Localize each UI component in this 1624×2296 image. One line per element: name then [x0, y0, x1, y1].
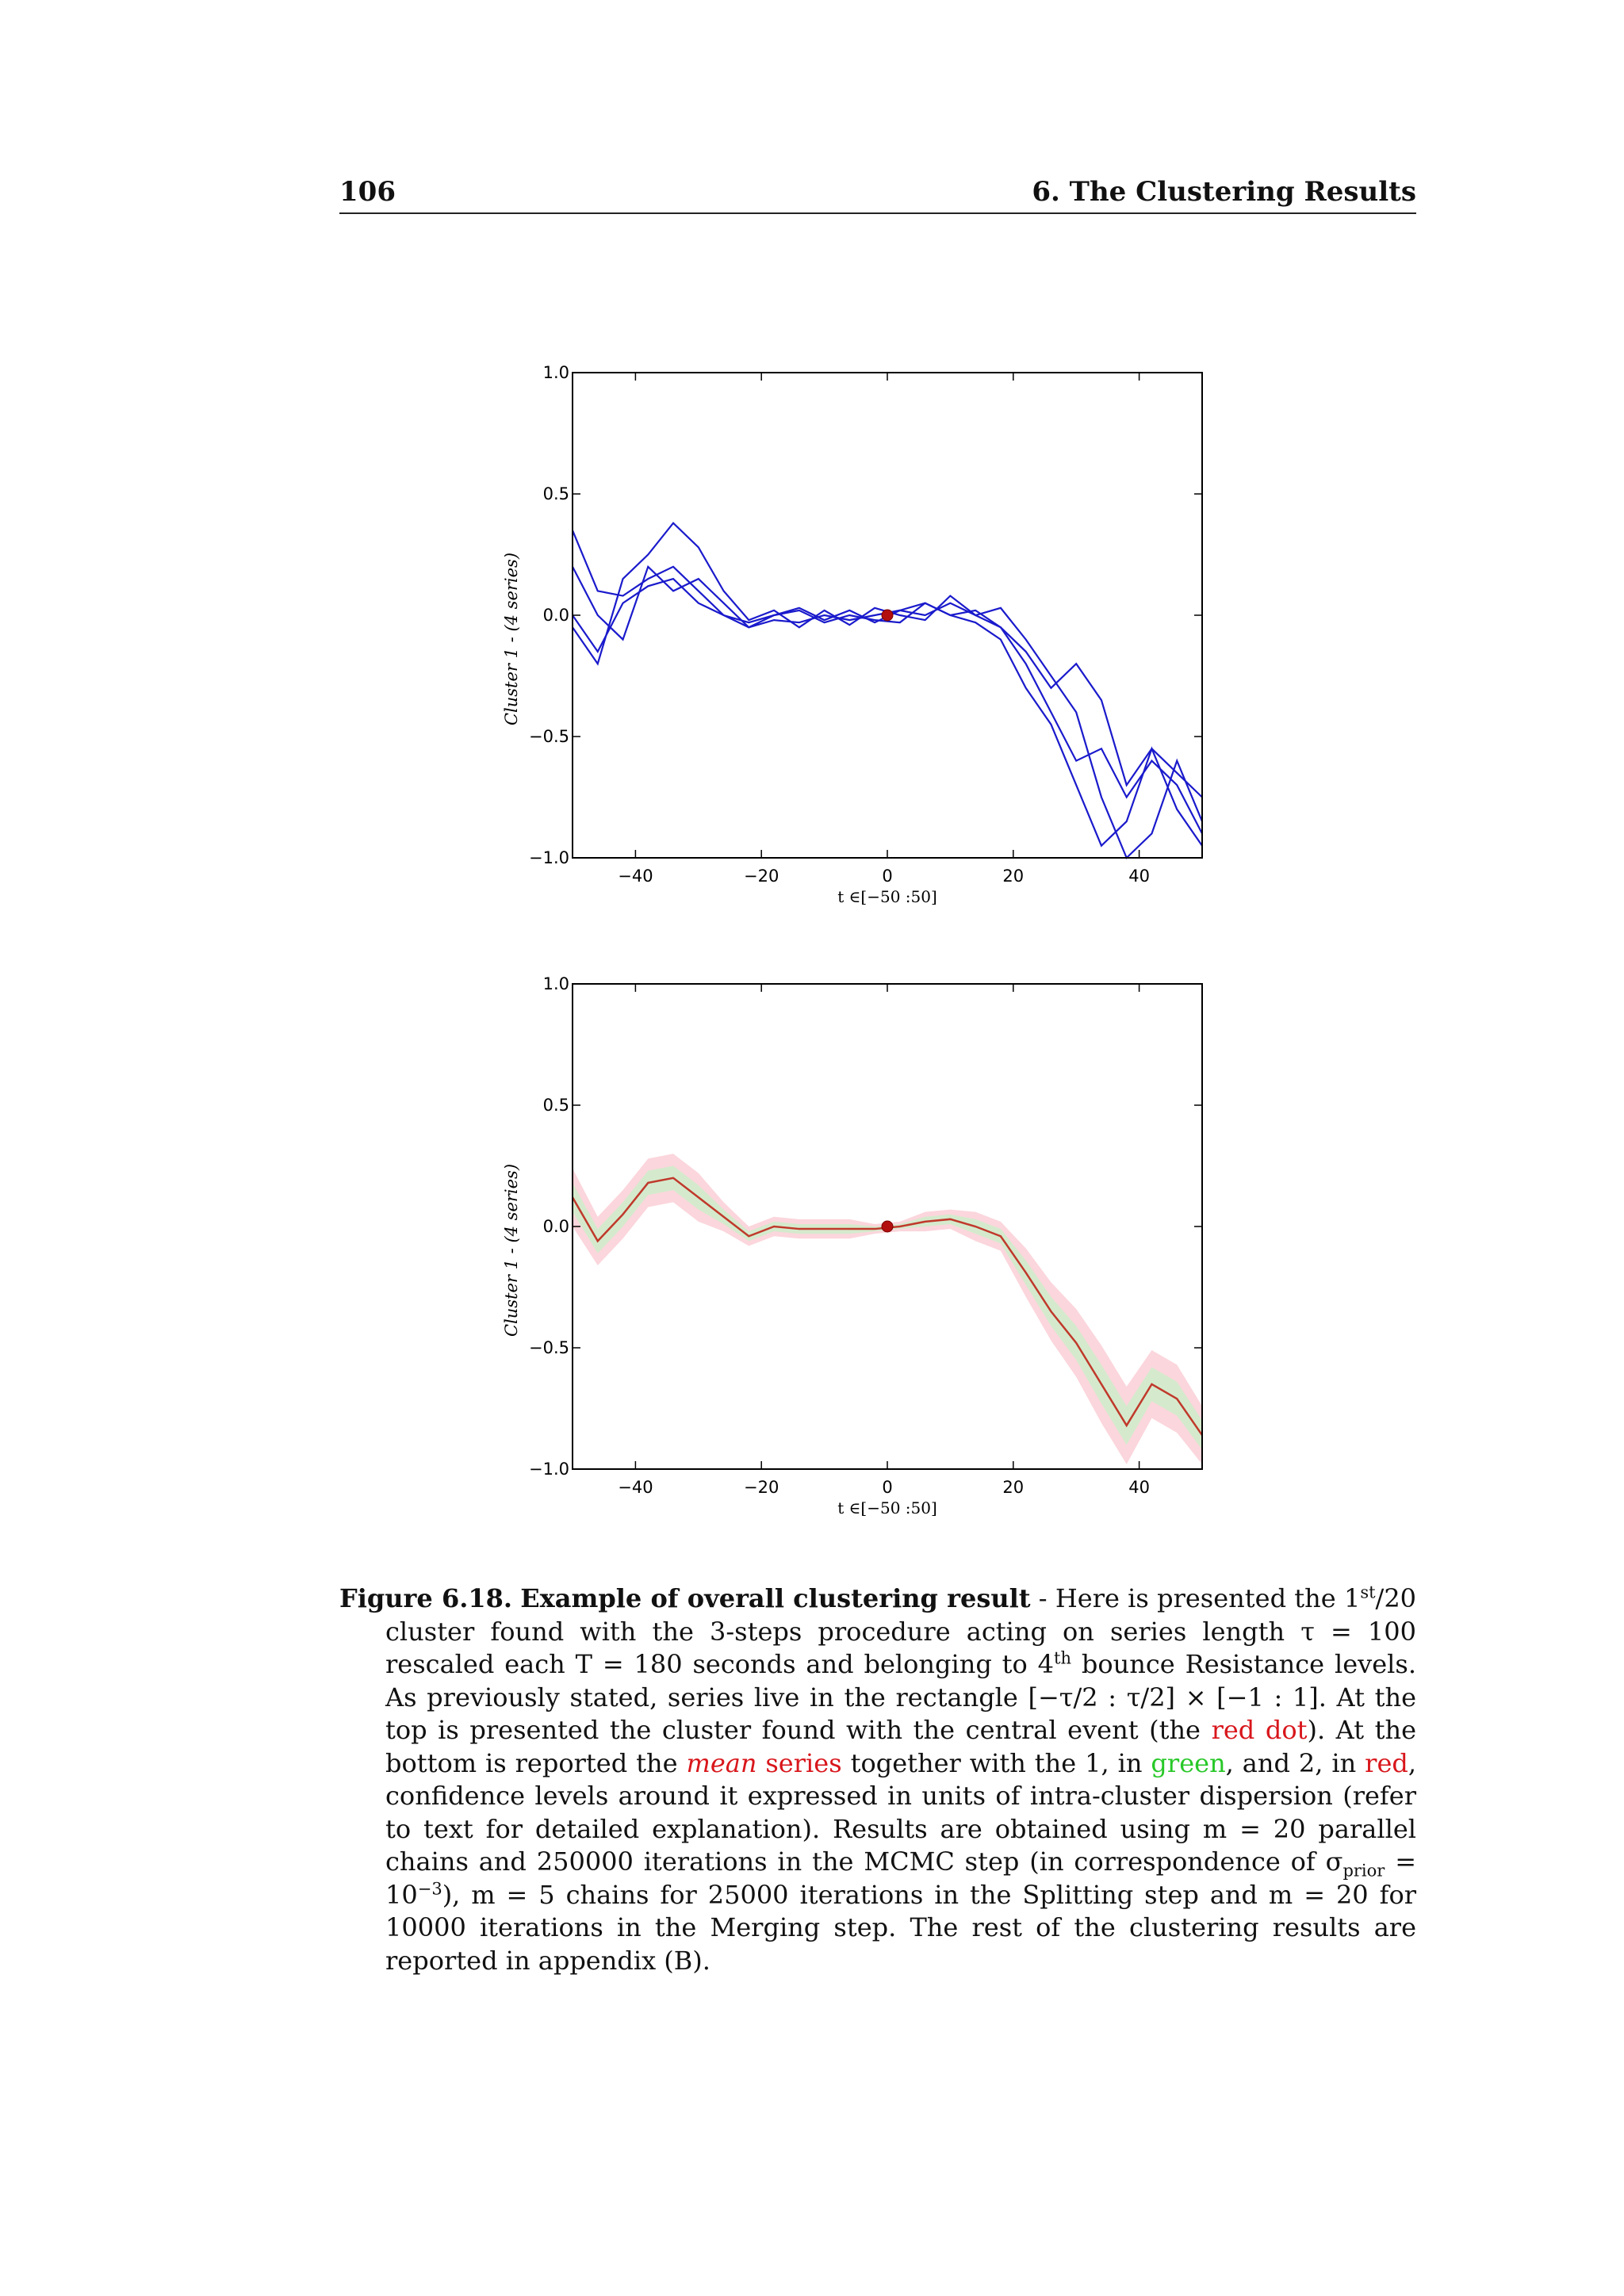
- figure-label: Figure 6.18.: [339, 1583, 513, 1613]
- x-tick-label: 40: [1128, 867, 1150, 886]
- confidence-band-2: [573, 1154, 1202, 1464]
- y-tick-label: −1.0: [529, 1460, 569, 1479]
- x-tick-label: −20: [744, 1478, 779, 1497]
- series-line-1: [571, 530, 1203, 834]
- caption-text: , and 2, in: [1225, 1747, 1365, 1778]
- plot-frame: [572, 983, 1203, 1470]
- caption-mean: mean: [686, 1747, 757, 1778]
- page-number: 106: [339, 176, 396, 208]
- x-tick-label: 0: [882, 1478, 892, 1497]
- caption-text: /20 cluster found with the 3-steps proce…: [385, 1583, 1417, 1679]
- caption-red: red: [1365, 1747, 1408, 1778]
- figure-title: Example of overall clustering result: [520, 1583, 1031, 1613]
- top-chart: −40 −20 0 20 40 1.0 0.5 0.0 −0.5 −1.0 t ∈[−50 :50]…: [502, 363, 1204, 906]
- x-tick-label: −40: [618, 1478, 653, 1497]
- caption-sup: st: [1360, 1582, 1376, 1602]
- central-event-dot: [881, 1220, 894, 1233]
- caption-text: bounce Resistance levels. As previously …: [385, 1649, 1417, 1745]
- caption-text: ), m = 5 chains for 25000 iterations in …: [385, 1879, 1416, 1976]
- caption-text: - Here is presented the 1: [1030, 1583, 1361, 1613]
- x-axis-label: t ∈[−50 :50]: [837, 1498, 937, 1517]
- caption-sub: prior: [1342, 1861, 1385, 1881]
- caption-text: , confidence levels around it expressed …: [385, 1747, 1417, 1877]
- confidence-band-1: [573, 1165, 1202, 1450]
- caption-sup: −3: [417, 1878, 442, 1898]
- y-tick-label: −0.5: [529, 1338, 569, 1357]
- x-tick-label: 40: [1128, 1478, 1150, 1497]
- y-tick-label: 0.5: [543, 1096, 569, 1115]
- x-tick-label: 20: [1002, 867, 1024, 886]
- caption-red-dot: red dot: [1211, 1715, 1308, 1745]
- page-header: 106 6. The Clustering Results: [339, 173, 1416, 214]
- series-line-3: [572, 522, 1204, 859]
- x-tick-label: 0: [882, 867, 892, 886]
- x-tick-label: −40: [618, 867, 653, 886]
- y-tick-label: −1.0: [529, 848, 569, 867]
- caption-series: series: [756, 1747, 842, 1778]
- caption-green: green: [1151, 1747, 1226, 1778]
- caption-sup: th: [1054, 1648, 1072, 1668]
- y-axis-label: Cluster 1 - (4 series): [502, 1164, 521, 1337]
- y-tick-label: 0.0: [543, 1217, 569, 1236]
- y-tick-label: 1.0: [543, 363, 569, 382]
- caption-text: = 10: [385, 1846, 1417, 1910]
- mean-series-line: [571, 1177, 1204, 1436]
- x-tick-label: 20: [1002, 1478, 1024, 1497]
- y-tick-label: 0.5: [543, 484, 569, 503]
- caption-text: together with the 1, in: [841, 1747, 1151, 1778]
- series-line-2: [572, 577, 1203, 848]
- x-axis-label: t ∈[−50 :50]: [837, 887, 937, 906]
- x-tick-label: −20: [744, 867, 779, 886]
- series-line-4: [572, 564, 1203, 798]
- chapter-title: 6. The Clustering Results: [1032, 176, 1416, 208]
- bottom-chart: −40 −20 0 20 40 1.0 0.5 0.0 −0.5 −1.0 t ∈[−50 :50]…: [502, 974, 1204, 1517]
- caption-text: ). At the bottom is reported the: [385, 1715, 1417, 1778]
- figure-caption: Figure 6.18. Example of overall clusteri…: [339, 1582, 1416, 1977]
- y-tick-label: 1.0: [543, 974, 569, 993]
- y-tick-label: −0.5: [529, 727, 569, 746]
- y-tick-label: 0.0: [543, 606, 569, 625]
- y-axis-label: Cluster 1 - (4 series): [502, 553, 521, 725]
- plot-frame: [572, 372, 1203, 859]
- central-event-dot: [881, 609, 894, 622]
